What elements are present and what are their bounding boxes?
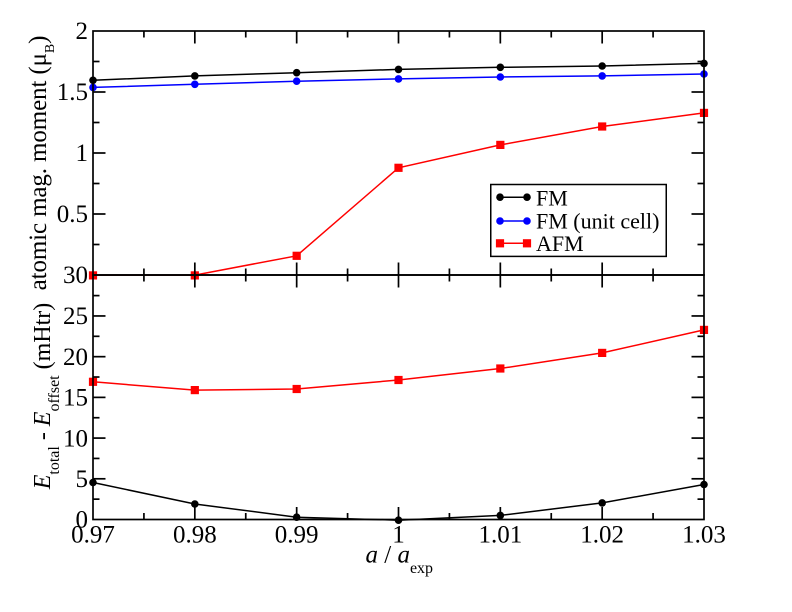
svg-text:0.5: 0.5 (57, 201, 88, 228)
svg-text:1: 1 (392, 522, 405, 549)
svg-text:FM (unit cell): FM (unit cell) (536, 208, 659, 233)
svg-text:1.01: 1.01 (478, 522, 522, 549)
svg-text:5: 5 (76, 466, 89, 493)
svg-text:0.98: 0.98 (173, 522, 217, 549)
svg-text:FM: FM (536, 185, 568, 210)
svg-text:1.02: 1.02 (580, 522, 624, 549)
svg-text:15: 15 (63, 385, 88, 412)
svg-text:Etotal - Eoffset (mHtr): Etotal - Eoffset (mHtr) (30, 303, 63, 491)
svg-text:30: 30 (63, 262, 88, 289)
svg-text:AFM: AFM (536, 231, 584, 256)
svg-text:20: 20 (63, 344, 88, 371)
svg-text:1.5: 1.5 (57, 79, 88, 106)
svg-text:0.97: 0.97 (71, 522, 115, 549)
svg-text:1: 1 (76, 140, 89, 167)
svg-text:1.03: 1.03 (682, 522, 726, 549)
svg-text:0.99: 0.99 (275, 522, 319, 549)
svg-text:0: 0 (76, 507, 89, 534)
svg-text:10: 10 (63, 425, 88, 452)
svg-text:2: 2 (76, 18, 89, 45)
svg-text:25: 25 (63, 303, 88, 330)
